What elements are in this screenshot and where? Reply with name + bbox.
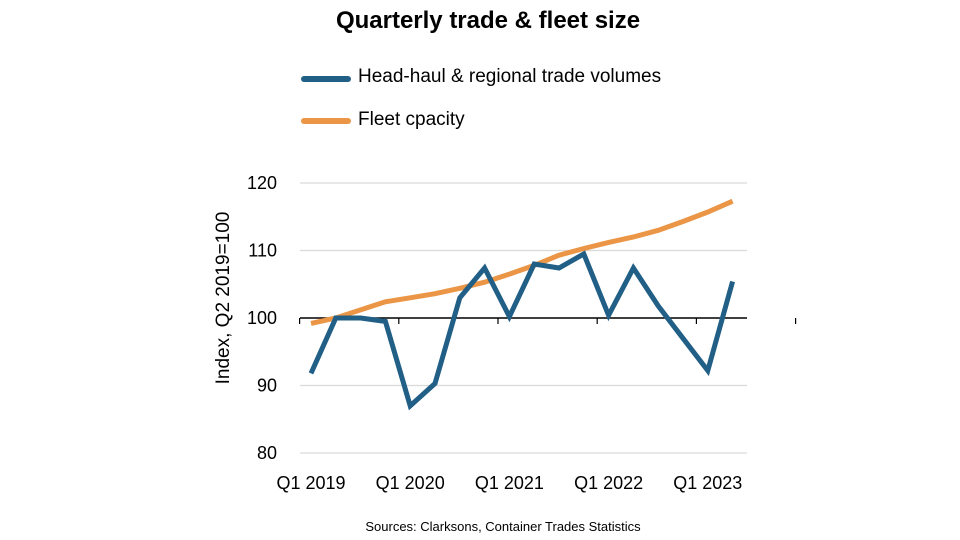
- y-tick-label: 100: [247, 308, 277, 328]
- x-tick-label: Q1 2023: [673, 473, 742, 493]
- y-tick-label: 120: [247, 173, 277, 193]
- x-tick-label: Q1 2020: [376, 473, 445, 493]
- series-line-fleet-capacity: [310, 198, 734, 326]
- legend: Head-haul & regional trade volumes Fleet…: [301, 66, 661, 130]
- x-tick-label: Q1 2022: [574, 473, 643, 493]
- chart-title: Quarterly trade & fleet size: [336, 7, 640, 34]
- series-layer: [308, 198, 736, 411]
- y-tick-label: 80: [257, 443, 277, 463]
- y-axis-title: Index, Q2 2019=100: [213, 212, 234, 385]
- legend-label-trade-volumes: Head-haul & regional trade volumes: [358, 66, 661, 87]
- series-line-trade-volumes: [308, 250, 736, 411]
- y-tick-label: 110: [248, 241, 277, 261]
- source-note: Sources: Clarksons, Container Trades Sta…: [365, 519, 641, 534]
- y-axis-ticks: 80 90 100 110 120: [247, 173, 277, 463]
- x-axis-ticks: Q1 2019 Q1 2020 Q1 2021 Q1 2022 Q1 2023: [276, 473, 742, 493]
- x-tick-label: Q1 2021: [475, 473, 544, 493]
- y-tick-label: 90: [257, 376, 277, 396]
- legend-label-fleet-capacity: Fleet cpacity: [358, 109, 465, 130]
- gridlines: [300, 182, 747, 454]
- x-tick-label: Q1 2019: [276, 473, 345, 493]
